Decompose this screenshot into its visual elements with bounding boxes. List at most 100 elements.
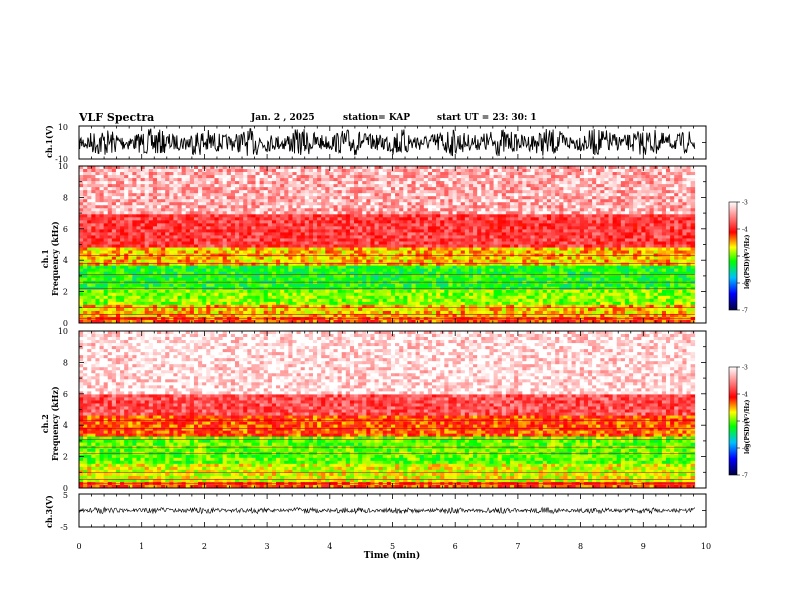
spectrogram-cell <box>575 232 581 236</box>
spectrogram-cell <box>448 256 453 260</box>
spectrogram-cell <box>341 220 347 224</box>
spectrogram-cell <box>419 244 425 248</box>
spectrogram-cell <box>374 217 380 221</box>
spectrogram-cell <box>518 220 523 224</box>
spectrogram-cell <box>189 235 195 239</box>
spectrogram-cell <box>645 232 650 236</box>
spectrogram-cell <box>464 211 470 215</box>
spectrogram-cell <box>407 175 412 179</box>
spectrogram-cell <box>308 193 314 197</box>
spectrogram-cell <box>124 214 129 218</box>
spectrogram-cell <box>559 181 564 185</box>
spectrogram-cell <box>284 232 289 236</box>
spectrogram-cell <box>505 214 511 218</box>
spectrogram-cell <box>633 259 638 264</box>
spectrogram-cell <box>247 172 252 176</box>
spectrogram-cell <box>226 166 232 170</box>
spectrogram-cell <box>148 196 154 200</box>
spectrogram-cell <box>674 211 679 215</box>
spectrogram-cell <box>460 175 466 179</box>
spectrogram-cell <box>271 172 277 176</box>
spectrogram-cell <box>386 187 392 191</box>
spectrogram-cell <box>132 220 137 224</box>
spectrogram-cell <box>530 217 536 221</box>
spectrogram-cell <box>349 211 355 215</box>
spectrogram-cell <box>538 202 544 206</box>
spectrogram-cell <box>456 238 462 242</box>
spectrogram-cell <box>530 232 536 236</box>
spectrogram-cell <box>120 259 125 264</box>
spectrogram-cell <box>193 226 199 230</box>
spectrogram-cell <box>144 205 150 209</box>
spectrogram-cell <box>152 244 158 248</box>
spectrogram-cell <box>267 169 273 173</box>
spectrogram-cell <box>169 166 174 170</box>
spectrogram-cell <box>300 241 306 245</box>
spectrogram-cell <box>189 220 195 224</box>
spectrogram-cell <box>234 169 240 173</box>
spectrogram-cell <box>538 187 544 191</box>
spectrogram-cell <box>637 241 642 245</box>
spectrogram-cell <box>653 250 659 254</box>
spectrogram-cell <box>415 220 421 224</box>
spectrogram-cell <box>670 220 675 224</box>
spectrogram-cell <box>510 256 515 260</box>
spectrogram-cell <box>604 193 609 197</box>
spectrogram-cell <box>600 241 605 245</box>
spectrogram-cell <box>148 247 154 251</box>
spectrogram-cell <box>354 244 359 248</box>
spectrogram-cell <box>280 166 285 170</box>
spectrogram-cell <box>202 202 207 206</box>
spectrogram-cell <box>542 187 548 191</box>
spectrogram-cell <box>296 178 302 182</box>
spectrogram-cell <box>99 193 105 197</box>
spectrogram-cell <box>255 193 260 197</box>
spectrogram-cell <box>514 259 519 264</box>
spectrogram-cell <box>641 256 646 260</box>
spectrogram-cell <box>645 250 650 254</box>
spectrogram-cell <box>477 229 482 233</box>
spectrogram-cell <box>596 193 601 197</box>
spectrogram-cell <box>390 223 396 227</box>
spectrogram-cell <box>177 220 183 224</box>
spectrogram-cell <box>321 220 326 224</box>
spectrogram-cell <box>386 196 392 200</box>
spectrogram-cell <box>551 250 556 254</box>
spectrogram-cell <box>288 178 293 182</box>
spectrogram-cell <box>649 178 655 182</box>
spectrogram-cell <box>312 172 318 176</box>
spectrogram-cell <box>583 238 589 242</box>
spectrogram-cell <box>189 181 195 185</box>
spectrogram-cell <box>633 232 638 236</box>
spectrogram-cell <box>682 217 687 221</box>
spectrogram-cell <box>251 205 256 209</box>
spectrogram-cell <box>456 250 462 254</box>
spectrogram-cell <box>362 205 367 209</box>
spectrogram-cell <box>83 190 88 194</box>
spectrogram-cell <box>390 205 396 209</box>
spectrogram-cell <box>169 247 174 251</box>
spectrogram-cell <box>362 241 367 245</box>
spectrogram-cell <box>83 214 88 218</box>
spectrogram-cell <box>317 217 322 221</box>
spectrogram-cell <box>337 169 343 173</box>
spectrogram-cell <box>152 178 158 182</box>
spectrogram-cell <box>374 259 380 264</box>
spectrogram-cell <box>448 166 453 170</box>
spectrogram-cell <box>571 226 577 230</box>
spectrogram-cell <box>222 202 228 206</box>
spectrogram-cell <box>263 223 269 227</box>
spectrogram-cell <box>600 211 605 215</box>
spectrogram-cell <box>530 208 536 212</box>
spectrogram-cell <box>354 247 359 251</box>
spectrogram-cell <box>83 199 88 203</box>
spectrogram-cell <box>674 244 679 248</box>
spectrogram-cell <box>210 166 215 170</box>
spectrogram-cell <box>321 238 326 242</box>
spectrogram-cell <box>411 211 416 215</box>
spectrogram-cell <box>128 202 133 206</box>
spectrogram-cell <box>349 217 355 221</box>
spectrogram-cell <box>214 190 219 194</box>
spectrogram-cell <box>354 226 359 230</box>
spectrogram-cell <box>546 238 552 242</box>
